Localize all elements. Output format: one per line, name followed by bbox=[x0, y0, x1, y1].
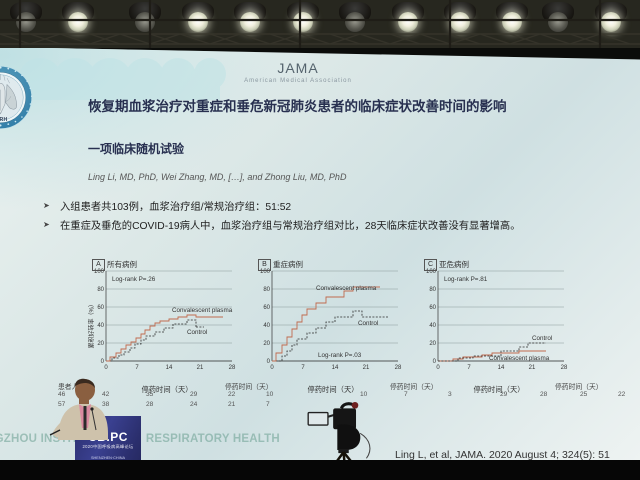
svg-text:14: 14 bbox=[332, 365, 339, 371]
svg-text:0: 0 bbox=[436, 365, 440, 371]
svg-text:0: 0 bbox=[104, 365, 108, 371]
svg-text:80: 80 bbox=[429, 287, 436, 293]
svg-text:60: 60 bbox=[97, 305, 104, 311]
svg-text:60: 60 bbox=[429, 305, 436, 311]
svg-text:Log-rank P=.26: Log-rank P=.26 bbox=[112, 276, 156, 283]
svg-text:Convalescent plasma: Convalescent plasma bbox=[489, 355, 550, 362]
svg-text:80: 80 bbox=[97, 287, 104, 293]
svg-text:Convalescent plasma: Convalescent plasma bbox=[172, 307, 233, 314]
svg-text:0: 0 bbox=[270, 365, 274, 371]
svg-text:28: 28 bbox=[229, 365, 236, 371]
svg-text:40: 40 bbox=[97, 323, 104, 329]
svg-text:20: 20 bbox=[263, 341, 270, 347]
svg-text:Log-rank P=.03: Log-rank P=.03 bbox=[318, 352, 362, 359]
svg-text:14: 14 bbox=[498, 365, 505, 371]
svg-text:7: 7 bbox=[301, 365, 305, 371]
svg-text:40: 40 bbox=[263, 323, 270, 329]
svg-text:20: 20 bbox=[429, 341, 436, 347]
svg-text:Control: Control bbox=[187, 329, 207, 336]
svg-text:Control: Control bbox=[532, 335, 552, 342]
svg-text:28: 28 bbox=[561, 365, 568, 371]
svg-text:28: 28 bbox=[395, 365, 402, 371]
svg-text:80: 80 bbox=[263, 287, 270, 293]
svg-text:Convalescent plasma: Convalescent plasma bbox=[316, 285, 377, 292]
svg-text:Log-rank P=.81: Log-rank P=.81 bbox=[444, 276, 488, 283]
svg-text:21: 21 bbox=[529, 365, 536, 371]
svg-text:14: 14 bbox=[166, 365, 173, 371]
svg-text:7: 7 bbox=[467, 365, 471, 371]
svg-text:21: 21 bbox=[197, 365, 204, 371]
svg-text:20: 20 bbox=[97, 341, 104, 347]
svg-text:21: 21 bbox=[363, 365, 370, 371]
svg-text:60: 60 bbox=[263, 305, 270, 311]
svg-text:7: 7 bbox=[135, 365, 139, 371]
svg-text:Control: Control bbox=[358, 320, 378, 327]
svg-text:40: 40 bbox=[429, 323, 436, 329]
svg-text:GIRH: GIRH bbox=[0, 117, 8, 123]
